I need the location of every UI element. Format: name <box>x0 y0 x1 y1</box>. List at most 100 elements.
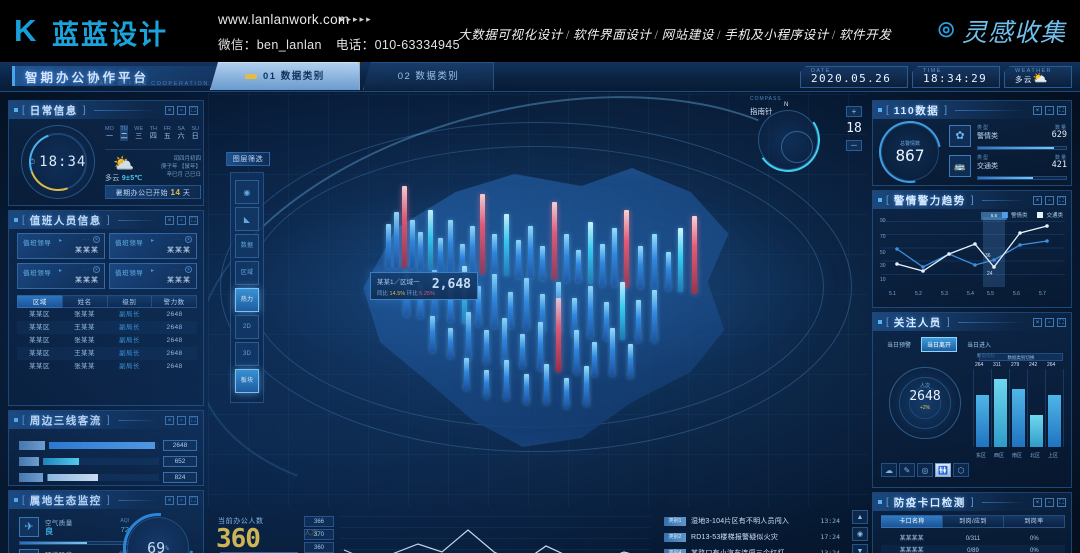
target-icon[interactable]: ◎ <box>917 463 933 477</box>
layer-filter-title: 图层筛选 <box>226 152 270 166</box>
layer-button-signal[interactable]: ◣ <box>235 207 259 231</box>
column-header-name[interactable]: 姓名 <box>61 295 107 308</box>
minimize-icon[interactable]: ▫ <box>177 415 186 425</box>
close-icon[interactable]: × <box>185 236 192 243</box>
table-row[interactable]: 某某区 张某某 副局长 2648 <box>17 308 197 321</box>
header-tick-icon <box>14 218 18 222</box>
hexagon-icon[interactable]: ⬡ <box>953 463 969 477</box>
scroll-pause-icon[interactable]: ◉ <box>852 527 868 541</box>
zoom-out-button[interactable]: － <box>846 140 862 151</box>
card-name: 某某某 <box>167 277 191 284</box>
layer-button-data[interactable]: 数据 <box>235 234 259 258</box>
close-icon[interactable]: × <box>165 495 174 505</box>
minimize-icon[interactable]: ▫ <box>177 495 186 505</box>
layer-button-heat[interactable]: 热力 <box>235 288 259 312</box>
expand-icon[interactable]: ⛶ <box>1057 317 1066 327</box>
map-visualization[interactable]: 图层筛选 ◉ ◣ 数据 区域 热力 2D 3D 板块 某某1／区域一 2,648… <box>208 94 868 506</box>
scroll-up-icon[interactable]: ▲ <box>852 510 868 524</box>
week-day[interactable]: MO 一 <box>105 125 114 141</box>
expand-icon[interactable]: ⛶ <box>189 105 198 115</box>
column-header-area[interactable]: 区域 <box>17 295 62 308</box>
column-header-force[interactable]: 警力数 <box>151 295 197 308</box>
duty-leader-card[interactable]: 值班领导 ▸ ··· × 某某某 <box>109 233 197 259</box>
layer-button-site[interactable]: ◉ <box>235 180 259 204</box>
layer-button-3d[interactable]: 3D <box>235 342 259 366</box>
tab-label: 01 数据类别 <box>263 71 325 82</box>
close-icon[interactable]: × <box>1033 497 1042 507</box>
type-key: 类型 <box>977 125 990 131</box>
column-header-level[interactable]: 级别 <box>106 295 152 308</box>
week-day[interactable]: TH 四 <box>150 125 157 141</box>
column-header-rate[interactable]: 到岗率 <box>1003 515 1065 528</box>
expand-icon[interactable]: ⛶ <box>189 415 198 425</box>
alert-row[interactable]: 类别1 湿地3-104片区有不明人员闯入 13:24 <box>664 514 840 528</box>
table-row[interactable]: 某某区 王某某 副局长 2648 <box>17 347 197 360</box>
week-day-active[interactable]: TU 二 <box>120 125 128 141</box>
chip-daily-alert[interactable]: 当日预警 <box>887 343 912 349</box>
duty-leader-card[interactable]: 值班领导 ▸ ··· × 某某某 <box>109 263 197 289</box>
cloud-icon[interactable]: ☁ <box>881 463 897 477</box>
minimize-icon[interactable]: ▫ <box>177 215 186 225</box>
bar-chart-selector[interactable]: 数据类别切换 <box>979 353 1063 361</box>
close-icon[interactable]: × <box>165 415 174 425</box>
tab-data-category-01[interactable]: 01 数据类别 <box>210 62 360 90</box>
alert-row[interactable]: 类别4 某路口有小汽车连闯三个红灯 13:24 <box>664 546 840 553</box>
zoom-in-button[interactable]: + <box>846 106 862 117</box>
duty-leader-card[interactable]: 值班领导 ▸ ··· × 某某某 <box>17 233 105 259</box>
bus-icon: 🚌 <box>949 155 971 177</box>
close-icon[interactable]: × <box>1033 195 1042 205</box>
expand-icon[interactable]: ⛶ <box>1057 195 1066 205</box>
week-day[interactable]: WE 三 <box>134 125 143 141</box>
website-url[interactable]: www.lanlanwork.com <box>218 12 350 27</box>
minimize-icon[interactable]: ▫ <box>1045 105 1054 115</box>
close-icon[interactable]: × <box>1033 105 1042 115</box>
layer-button-block[interactable]: 板块 <box>235 369 259 393</box>
expand-icon[interactable]: ⛶ <box>1057 105 1066 115</box>
alert-time: 13:24 <box>820 517 840 525</box>
duty-leader-card[interactable]: 值班领导 ▸ ··· × 某某某 <box>17 263 105 289</box>
alert-row[interactable]: 类别2 RD13-53楼梯报警疑似火灾 17:24 <box>664 530 840 544</box>
table-row[interactable]: 某某区 张某某 副局长 2648 <box>17 360 197 373</box>
minimize-icon[interactable]: ▫ <box>177 105 186 115</box>
column-header-checkpoint[interactable]: 卡口名称 <box>881 515 942 528</box>
scroll-down-icon[interactable]: ▼ <box>852 544 868 553</box>
table-row[interactable]: 某某某某 0/89 0% <box>881 545 1065 553</box>
close-icon[interactable]: × <box>93 236 100 243</box>
expand-icon[interactable]: ⛶ <box>189 215 198 225</box>
minimize-icon[interactable]: ▫ <box>1045 195 1054 205</box>
legend-item-traffic[interactable]: 交通类 <box>1037 211 1063 219</box>
chip-daily-enter[interactable]: 当日进入 <box>967 343 992 349</box>
week-day[interactable]: FR 五 <box>164 125 171 141</box>
tab-data-category-02[interactable]: 02 数据类别 <box>362 62 495 90</box>
bar-column[interactable] <box>994 379 1007 447</box>
layer-button-2d[interactable]: 2D <box>235 315 259 339</box>
table-row[interactable]: 某某区 王某某 副局长 2648 <box>17 321 197 334</box>
map-compass[interactable]: COMPASS 指南针 N <box>750 96 820 174</box>
expand-icon[interactable]: ⛶ <box>1057 497 1066 507</box>
close-icon[interactable]: × <box>165 105 174 115</box>
edit-icon[interactable]: ✎ <box>899 463 915 477</box>
close-icon[interactable]: × <box>93 266 100 273</box>
bar-column[interactable] <box>1048 395 1061 447</box>
close-icon[interactable]: × <box>185 266 192 273</box>
bar-column[interactable] <box>1030 415 1043 447</box>
week-day[interactable]: SU 日 <box>191 125 199 141</box>
bar-column[interactable] <box>1012 389 1025 447</box>
close-icon[interactable]: × <box>165 215 174 225</box>
column-header-attendance[interactable]: 到岗/应到 <box>942 515 1003 528</box>
person-icon[interactable]: 🚻 <box>935 463 951 477</box>
expand-icon[interactable]: ⛶ <box>189 495 198 505</box>
table-header-row: 区域 姓名 级别 警力数 <box>17 295 197 308</box>
table-row[interactable]: 某某区 张某某 副局长 2648 <box>17 334 197 347</box>
minimize-icon[interactable]: ▫ <box>1045 497 1054 507</box>
close-icon[interactable]: × <box>1033 317 1042 327</box>
panel-daily-info: [ 日常信息 ] × ▫ ⛶ ⏱ 18:34 MO 一 TU 二 WE 三 <box>8 100 204 206</box>
table-row[interactable]: 某某某某 0/311 0% <box>881 533 1065 545</box>
layer-button-area[interactable]: 区域 <box>235 261 259 285</box>
week-day[interactable]: SA 六 <box>177 125 184 141</box>
eco-label: 空气质量 <box>45 520 73 527</box>
chip-daily-leave[interactable]: 当日离开 <box>921 337 958 352</box>
bar-label: 上区 <box>1048 453 1059 459</box>
minimize-icon[interactable]: ▫ <box>1045 317 1054 327</box>
bar-column[interactable] <box>976 395 989 447</box>
